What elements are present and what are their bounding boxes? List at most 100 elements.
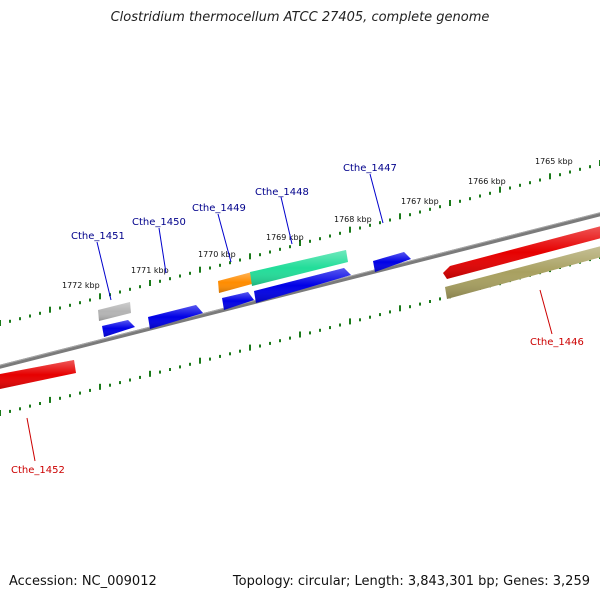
minor-tick <box>59 396 61 400</box>
minor-tick <box>19 317 21 321</box>
minor-tick <box>269 341 271 345</box>
minor-tick <box>219 263 221 267</box>
minor-tick <box>409 213 411 217</box>
gene-label-cthe-1452[interactable]: Cthe_1452 <box>11 465 65 476</box>
minor-tick <box>359 226 361 230</box>
connector-cthe-1451 <box>96 241 112 301</box>
minor-tick <box>389 310 391 314</box>
minor-tick <box>19 407 21 411</box>
major-tick <box>299 331 301 338</box>
minor-tick <box>319 328 321 332</box>
footer-accession: Accession: NC_009012 <box>9 574 157 589</box>
minor-tick <box>129 378 131 382</box>
minor-tick <box>89 298 91 302</box>
gene-label-cthe-1446[interactable]: Cthe_1446 <box>530 337 584 348</box>
minor-tick <box>139 375 141 379</box>
minor-tick <box>39 311 41 315</box>
minor-tick <box>459 199 461 203</box>
connector-cthe-1446 <box>539 289 553 335</box>
minor-tick <box>59 306 61 310</box>
major-tick <box>0 410 1 416</box>
genome-backbone <box>0 212 600 369</box>
minor-tick <box>329 326 331 330</box>
minor-tick <box>239 349 241 353</box>
connector-cthe-1450 <box>158 227 167 274</box>
minor-tick <box>29 314 31 318</box>
minor-tick <box>569 170 571 174</box>
minor-tick <box>509 186 511 190</box>
minor-tick <box>289 336 291 340</box>
minor-tick <box>539 178 541 182</box>
minor-tick <box>259 344 261 348</box>
minor-tick <box>119 290 121 294</box>
gene-label-cthe-1448[interactable]: Cthe_1448 <box>255 187 309 198</box>
major-tick <box>149 280 151 286</box>
minor-tick <box>589 165 591 169</box>
minor-tick <box>309 239 311 243</box>
minor-tick <box>159 279 161 283</box>
minor-tick <box>109 383 111 387</box>
minor-tick <box>119 381 121 385</box>
map-title: Clostridium thermocellum ATCC 27405, com… <box>110 10 490 25</box>
minor-tick <box>179 365 181 369</box>
minor-tick <box>259 253 261 257</box>
minor-tick <box>559 173 561 177</box>
connector-cthe-1448 <box>280 196 293 245</box>
minor-tick <box>429 207 431 211</box>
gene-label-cthe-1449[interactable]: Cthe_1449 <box>192 203 246 214</box>
minor-tick <box>339 231 341 235</box>
connector-cthe-1449 <box>217 213 232 263</box>
minor-tick <box>379 313 381 317</box>
reverse-gene-track <box>0 226 600 389</box>
scale-label-1765: 1765 kbp <box>535 157 573 166</box>
minor-tick <box>39 402 41 405</box>
minor-tick <box>279 339 281 343</box>
upper-tick-track <box>0 160 600 326</box>
gene-label-cthe-1450[interactable]: Cthe_1450 <box>132 217 186 228</box>
minor-tick <box>409 305 411 309</box>
minor-tick <box>319 237 321 241</box>
minor-tick <box>339 323 341 327</box>
scale-label-1772: 1772 kbp <box>62 281 100 290</box>
minor-tick <box>9 319 11 323</box>
minor-tick <box>189 271 191 275</box>
major-tick <box>149 370 151 377</box>
minor-tick <box>69 394 71 398</box>
minor-tick <box>79 301 81 305</box>
minor-tick <box>219 354 221 358</box>
minor-tick <box>229 352 231 356</box>
minor-tick <box>209 266 211 270</box>
major-tick <box>249 344 251 351</box>
forward-gene-track <box>98 250 411 337</box>
scale-label-1767: 1767 kbp <box>401 197 439 206</box>
gene-labels: Cthe_1446 Cthe_1447 Cthe_1448 Cthe_1449 … <box>11 163 584 476</box>
minor-tick <box>289 245 291 249</box>
connector-cthe-1452 <box>26 417 36 462</box>
minor-tick <box>369 223 371 227</box>
major-tick <box>499 186 501 193</box>
minor-tick <box>389 218 391 222</box>
minor-tick <box>129 287 131 291</box>
minor-tick <box>519 183 521 187</box>
scale-label-1771: 1771 kbp <box>131 266 169 275</box>
minor-tick <box>579 167 581 171</box>
major-tick <box>0 320 1 326</box>
minor-tick <box>439 205 441 209</box>
footer-topology: Topology: circular; Length: 3,843,301 bp… <box>232 574 590 589</box>
major-tick <box>49 306 51 313</box>
minor-tick <box>269 250 271 254</box>
gene-label-cthe-1447[interactable]: Cthe_1447 <box>343 163 397 174</box>
minor-tick <box>419 210 421 214</box>
minor-tick <box>159 370 161 374</box>
minor-tick <box>169 277 171 281</box>
major-tick <box>399 213 401 220</box>
major-tick <box>299 240 301 246</box>
major-tick <box>99 383 101 390</box>
minor-tick <box>209 357 211 361</box>
major-tick <box>449 200 451 206</box>
major-tick <box>349 226 351 233</box>
minor-tick <box>239 258 241 262</box>
scale-label-1769: 1769 kbp <box>266 233 304 242</box>
gene-label-cthe-1451[interactable]: Cthe_1451 <box>71 231 125 242</box>
